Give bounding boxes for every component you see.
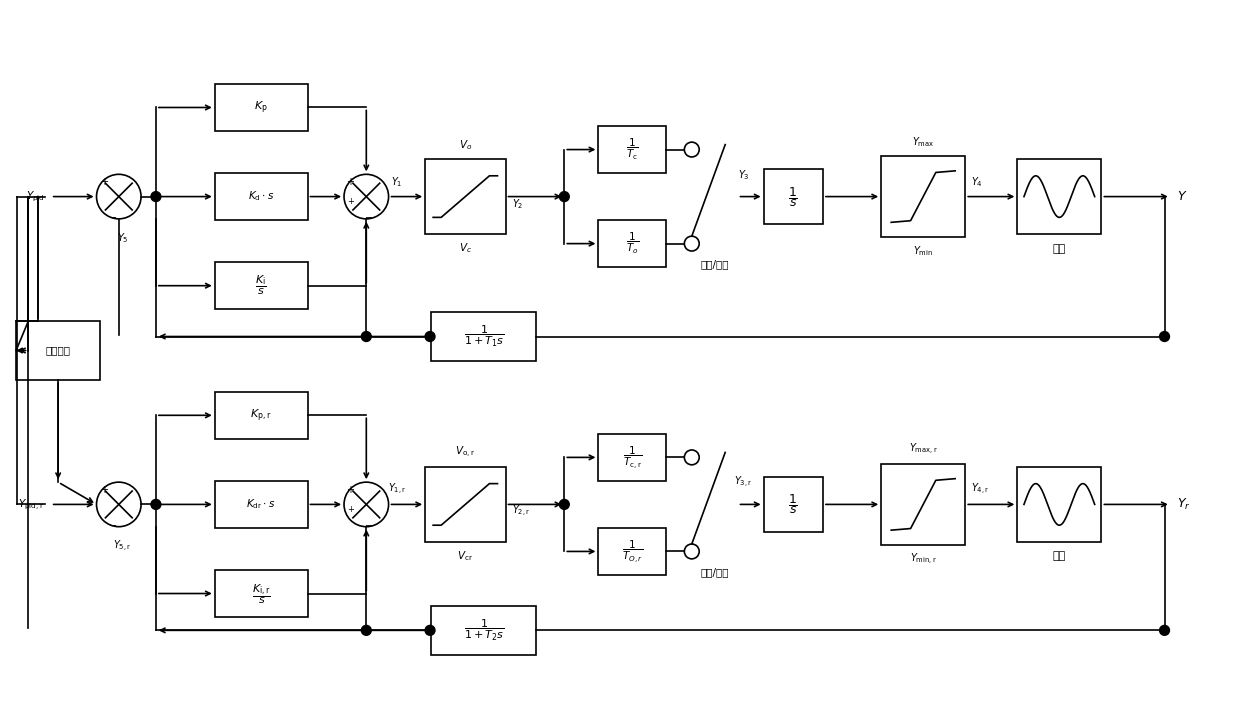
Text: $Y_{\mathrm{min,r}}$: $Y_{\mathrm{min,r}}$ <box>910 552 936 567</box>
Text: +: + <box>346 177 355 186</box>
Bar <box>599 528 666 575</box>
Text: $Y_{\mathrm{pid,r}}$: $Y_{\mathrm{pid,r}}$ <box>19 497 45 512</box>
Bar <box>599 434 666 481</box>
Bar <box>432 312 537 361</box>
Bar <box>425 468 506 542</box>
Circle shape <box>1159 625 1169 635</box>
Bar <box>16 321 100 380</box>
Text: $Y_1$: $Y_1$ <box>392 175 403 189</box>
Text: $\dfrac{K_{\mathrm{i}}}{s}$: $\dfrac{K_{\mathrm{i}}}{s}$ <box>255 274 267 297</box>
Bar <box>882 156 965 237</box>
Bar <box>215 173 308 220</box>
Text: +: + <box>100 177 108 186</box>
Circle shape <box>425 625 435 635</box>
Bar <box>215 570 308 617</box>
Bar <box>215 481 308 528</box>
Bar <box>1017 159 1101 233</box>
Text: $K_{\mathrm{dr}}\cdot s$: $K_{\mathrm{dr}}\cdot s$ <box>247 498 275 511</box>
Text: $\dfrac{1}{1+T_2 s}$: $\dfrac{1}{1+T_2 s}$ <box>464 618 505 643</box>
Text: $Y_3$: $Y_3$ <box>738 168 750 182</box>
Bar <box>1017 468 1101 542</box>
Bar <box>215 84 308 131</box>
Text: $Y_{\mathrm{max}}$: $Y_{\mathrm{max}}$ <box>911 135 935 149</box>
Circle shape <box>151 191 161 201</box>
Circle shape <box>151 500 161 510</box>
Text: $K_{\mathrm{d}}\cdot s$: $K_{\mathrm{d}}\cdot s$ <box>248 190 274 203</box>
Bar <box>432 606 537 655</box>
Text: $Y_{\mathrm{5,r}}$: $Y_{\mathrm{5,r}}$ <box>113 539 131 554</box>
Text: $Y_5$: $Y_5$ <box>117 231 129 245</box>
Text: 延时: 延时 <box>1053 552 1066 562</box>
Bar <box>882 464 965 545</box>
Text: $-$: $-$ <box>108 519 117 529</box>
Text: $Y_{\mathrm{max,r}}$: $Y_{\mathrm{max,r}}$ <box>909 442 937 457</box>
Text: +: + <box>346 484 355 495</box>
Text: $Y_{\mathrm{2,r}}$: $Y_{\mathrm{2,r}}$ <box>512 504 531 519</box>
Circle shape <box>559 500 569 510</box>
Bar <box>599 220 666 267</box>
Circle shape <box>559 191 569 201</box>
Text: $V_o$: $V_o$ <box>459 138 472 152</box>
Text: $Y_{\mathrm{min}}$: $Y_{\mathrm{min}}$ <box>913 244 934 258</box>
Text: $Y_{\mathrm{3,r}}$: $Y_{\mathrm{3,r}}$ <box>734 475 753 489</box>
Text: $-$: $-$ <box>365 212 373 222</box>
Text: $\dfrac{K_{\mathrm{i,r}}}{s}$: $\dfrac{K_{\mathrm{i,r}}}{s}$ <box>252 582 270 606</box>
Text: $Y_{\mathrm{pid}}$: $Y_{\mathrm{pid}}$ <box>26 189 45 204</box>
Text: $V_{\mathrm{o,r}}$: $V_{\mathrm{o,r}}$ <box>455 444 475 460</box>
Text: $\dfrac{1}{s}$: $\dfrac{1}{s}$ <box>789 493 799 517</box>
Text: 协联关系: 协联关系 <box>46 346 71 355</box>
Text: $Y$: $Y$ <box>1177 190 1188 203</box>
Text: $Y_r$: $Y_r$ <box>1177 497 1190 512</box>
Text: +: + <box>347 505 353 514</box>
Circle shape <box>1159 332 1169 341</box>
Circle shape <box>684 142 699 157</box>
Text: $\dfrac{1}{T_o}$: $\dfrac{1}{T_o}$ <box>626 231 639 256</box>
Text: $Y_4$: $Y_4$ <box>971 175 983 189</box>
Circle shape <box>425 332 435 341</box>
Text: $-$: $-$ <box>365 519 373 529</box>
Text: 延时: 延时 <box>1053 244 1066 254</box>
Text: $\dfrac{1}{T_{\mathrm{c}}}$: $\dfrac{1}{T_{\mathrm{c}}}$ <box>626 137 639 162</box>
Text: $\dfrac{1}{1+T_1 s}$: $\dfrac{1}{1+T_1 s}$ <box>464 324 505 349</box>
Text: $Y_2$: $Y_2$ <box>512 197 523 211</box>
Bar <box>215 392 308 439</box>
Text: $V_{\mathrm{cr}}$: $V_{\mathrm{cr}}$ <box>458 549 474 563</box>
Text: $V_c$: $V_c$ <box>459 241 471 255</box>
Circle shape <box>361 625 371 635</box>
Bar <box>599 126 666 173</box>
Text: 开启/关闭: 开启/关闭 <box>701 259 729 270</box>
Text: $K_{\mathrm{p}}$: $K_{\mathrm{p}}$ <box>254 100 268 116</box>
Circle shape <box>361 332 371 341</box>
Text: +: + <box>347 197 353 206</box>
Text: $\dfrac{1}{T_{\mathrm{c,r}}}$: $\dfrac{1}{T_{\mathrm{c,r}}}$ <box>622 444 642 470</box>
Text: $Y_{\mathrm{1,r}}$: $Y_{\mathrm{1,r}}$ <box>388 482 407 497</box>
Text: $K_{\mathrm{p,r}}$: $K_{\mathrm{p,r}}$ <box>250 407 272 423</box>
Text: +: + <box>100 484 108 495</box>
Circle shape <box>684 236 699 251</box>
Bar <box>425 159 506 233</box>
Text: $\dfrac{1}{s}$: $\dfrac{1}{s}$ <box>789 184 799 208</box>
Circle shape <box>684 544 699 559</box>
Text: $Y_{\mathrm{4,r}}$: $Y_{\mathrm{4,r}}$ <box>971 482 990 497</box>
Bar <box>764 477 823 531</box>
Text: $\dfrac{1}{T_{O,r}}$: $\dfrac{1}{T_{O,r}}$ <box>621 538 644 564</box>
Text: $-$: $-$ <box>108 212 117 222</box>
Bar <box>764 170 823 224</box>
Circle shape <box>684 450 699 465</box>
Text: 开启/关闭: 开启/关闭 <box>701 568 729 578</box>
Bar <box>215 262 308 309</box>
